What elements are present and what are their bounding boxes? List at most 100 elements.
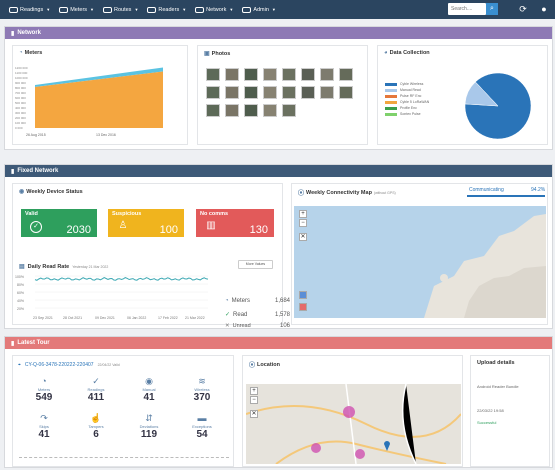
x-tick-end: 13 Dec 2016: [96, 133, 116, 137]
photo-thumbnail[interactable]: [263, 68, 277, 81]
photo-thumbnail[interactable]: [301, 68, 315, 81]
legend-item[interactable]: Pulse RF Enc: [385, 94, 421, 98]
check-icon: ✓: [92, 376, 100, 386]
tour-id-link[interactable]: ⌖ CY-Q-06-3478-220222-220407 22/04/22 Vali…: [18, 362, 120, 368]
network-icon: [195, 6, 205, 13]
nav-routes[interactable]: Routes ▼: [103, 0, 138, 19]
photo-thumbnail[interactable]: [282, 104, 296, 117]
tile-valid[interactable]: Valid ✓ 2030: [21, 209, 97, 237]
tour-stats-card: ⌖ CY-Q-06-3478-220222-220407 22/04/22 Vali…: [12, 355, 234, 467]
photo-thumbnail[interactable]: [225, 104, 239, 117]
routes-icon: [103, 6, 112, 13]
data-collection-pie: [464, 72, 532, 140]
x-tick-start: 26 Aug 2015: [26, 133, 46, 137]
exception-icon: ▬: [197, 413, 207, 423]
tile-no-comms[interactable]: No comms ▥ 130: [196, 209, 274, 237]
stat-meters: ◔ Meters 1,684: [225, 298, 290, 304]
camera-icon: ▣: [204, 51, 210, 57]
location-card: ⦿ Location + − ✕: [242, 355, 463, 467]
tour-stat-readings: ✓ Readings 411: [75, 376, 117, 403]
photo-thumbnail[interactable]: [206, 68, 220, 81]
zoom-in-button[interactable]: +: [299, 210, 307, 218]
tour-stat-manual: ◉ Manual 41: [128, 376, 170, 403]
communicating-bar: [467, 195, 545, 197]
chevron-down-icon: ▼: [134, 7, 139, 12]
weekly-status-title: ◉ Weekly Device Status: [19, 188, 83, 196]
tile-suspicious[interactable]: Suspicious ♙ 100: [108, 209, 184, 237]
legend-item[interactable]: Manual Read: [385, 88, 421, 92]
photos-title: ▣ Photos: [204, 50, 231, 58]
y-tick: 400 000: [15, 106, 26, 110]
legend-swatch: [385, 88, 397, 92]
photo-thumbnail[interactable]: [320, 68, 334, 81]
legend-label: Profile Enc: [400, 106, 417, 110]
svg-text:23 Sep 2021: 23 Sep 2021: [33, 316, 53, 320]
communicating-label: Communicating: [469, 187, 504, 193]
svg-text:20%: 20%: [17, 307, 24, 311]
legend-swatch: [385, 106, 397, 110]
photo-thumbnail[interactable]: [320, 86, 334, 99]
fullscreen-button[interactable]: ✕: [250, 410, 258, 418]
svg-text:80%: 80%: [17, 283, 24, 287]
legend-item[interactable]: Profile Enc: [385, 106, 417, 110]
legend-item[interactable]: Cyble 5 LoRaWAN: [385, 100, 429, 104]
photo-thumbnail[interactable]: [225, 86, 239, 99]
y-tick: 600 000: [15, 96, 26, 100]
refresh-button[interactable]: ⟳: [516, 3, 530, 15]
photo-thumbnail[interactable]: [225, 68, 239, 81]
nav-readings[interactable]: Readings ▼: [9, 0, 50, 19]
connectivity-map[interactable]: + − ✕: [294, 206, 546, 318]
meters-card: ◔ Meters 0 000 100 000 200 000 300 000 400 00…: [12, 45, 188, 145]
more-values-button[interactable]: More Values: [238, 260, 273, 269]
nav-meters[interactable]: Meters ▼: [59, 0, 94, 19]
location-map[interactable]: + − ✕: [246, 384, 461, 464]
svg-text:21 Mar 2022: 21 Mar 2022: [185, 316, 205, 320]
y-tick: 900 000: [15, 81, 26, 85]
eye-icon: ◉: [145, 376, 153, 386]
photo-thumbnail[interactable]: [244, 86, 258, 99]
photo-thumbnail[interactable]: [244, 68, 258, 81]
photo-thumbnail[interactable]: [206, 104, 220, 117]
coastline-map: [424, 214, 546, 318]
skip-icon: ↷: [40, 413, 48, 423]
nav-admin[interactable]: Admin ▼: [242, 0, 276, 19]
stat-read: ✓ Read 1,578: [225, 311, 290, 319]
zoom-in-button[interactable]: +: [250, 387, 258, 395]
photo-thumbnail[interactable]: [282, 68, 296, 81]
zoom-out-button[interactable]: −: [299, 219, 307, 227]
photo-thumbnail[interactable]: [339, 68, 353, 81]
network-icon: ▮: [11, 168, 15, 175]
pie-slice[interactable]: [464, 81, 499, 107]
photo-thumbnail[interactable]: [244, 104, 258, 117]
network-section: ▮ Network ◔ Meters 0 000 100 000 200 000 300 …: [4, 26, 553, 150]
nav-readers[interactable]: Readers ▼: [147, 0, 186, 19]
search-input[interactable]: [448, 3, 486, 15]
fullscreen-button[interactable]: ✕: [299, 233, 307, 241]
photo-thumbnail[interactable]: [206, 86, 220, 99]
zoom-out-button[interactable]: −: [250, 396, 258, 404]
latest-tour-section: ▮ Latest Tour ⌖ CY-Q-06-3478-220222-220407…: [4, 336, 553, 468]
photo-thumbnail[interactable]: [301, 86, 315, 99]
photo-thumbnail[interactable]: [263, 86, 277, 99]
photo-thumbnail[interactable]: [282, 86, 296, 99]
legend-item[interactable]: Sontex Pulse: [385, 112, 421, 116]
user-button[interactable]: ●: [537, 3, 551, 15]
data-collection-card: ◕ Data Collection Cyble Wireless Manual Re…: [377, 45, 548, 145]
legend-item[interactable]: Cyble Wireless: [385, 82, 423, 86]
draw-button[interactable]: [299, 303, 307, 311]
photo-thumbnail[interactable]: [339, 86, 353, 99]
no-signal-icon: ▥: [206, 220, 216, 231]
bell-icon: ♙: [118, 220, 128, 231]
photo-thumbnail[interactable]: [263, 104, 277, 117]
weekly-status-card: ◉ Weekly Device Status Valid ✓ 2030 Suspi…: [12, 183, 290, 329]
chevron-down-icon: ▼: [90, 7, 94, 12]
legend-label: Pulse RF Enc: [400, 94, 422, 98]
meter-icon: ◔: [19, 50, 23, 56]
search-button[interactable]: ⌕: [486, 3, 498, 15]
nav-network[interactable]: Network ▼: [195, 0, 233, 19]
svg-text:100%: 100%: [15, 275, 24, 279]
layers-button[interactable]: [299, 291, 307, 299]
y-tick: 1100 000: [15, 71, 28, 75]
tour-stat-wireless: ≋ Wireless 370: [181, 376, 223, 403]
y-tick: 100 000: [15, 121, 26, 125]
